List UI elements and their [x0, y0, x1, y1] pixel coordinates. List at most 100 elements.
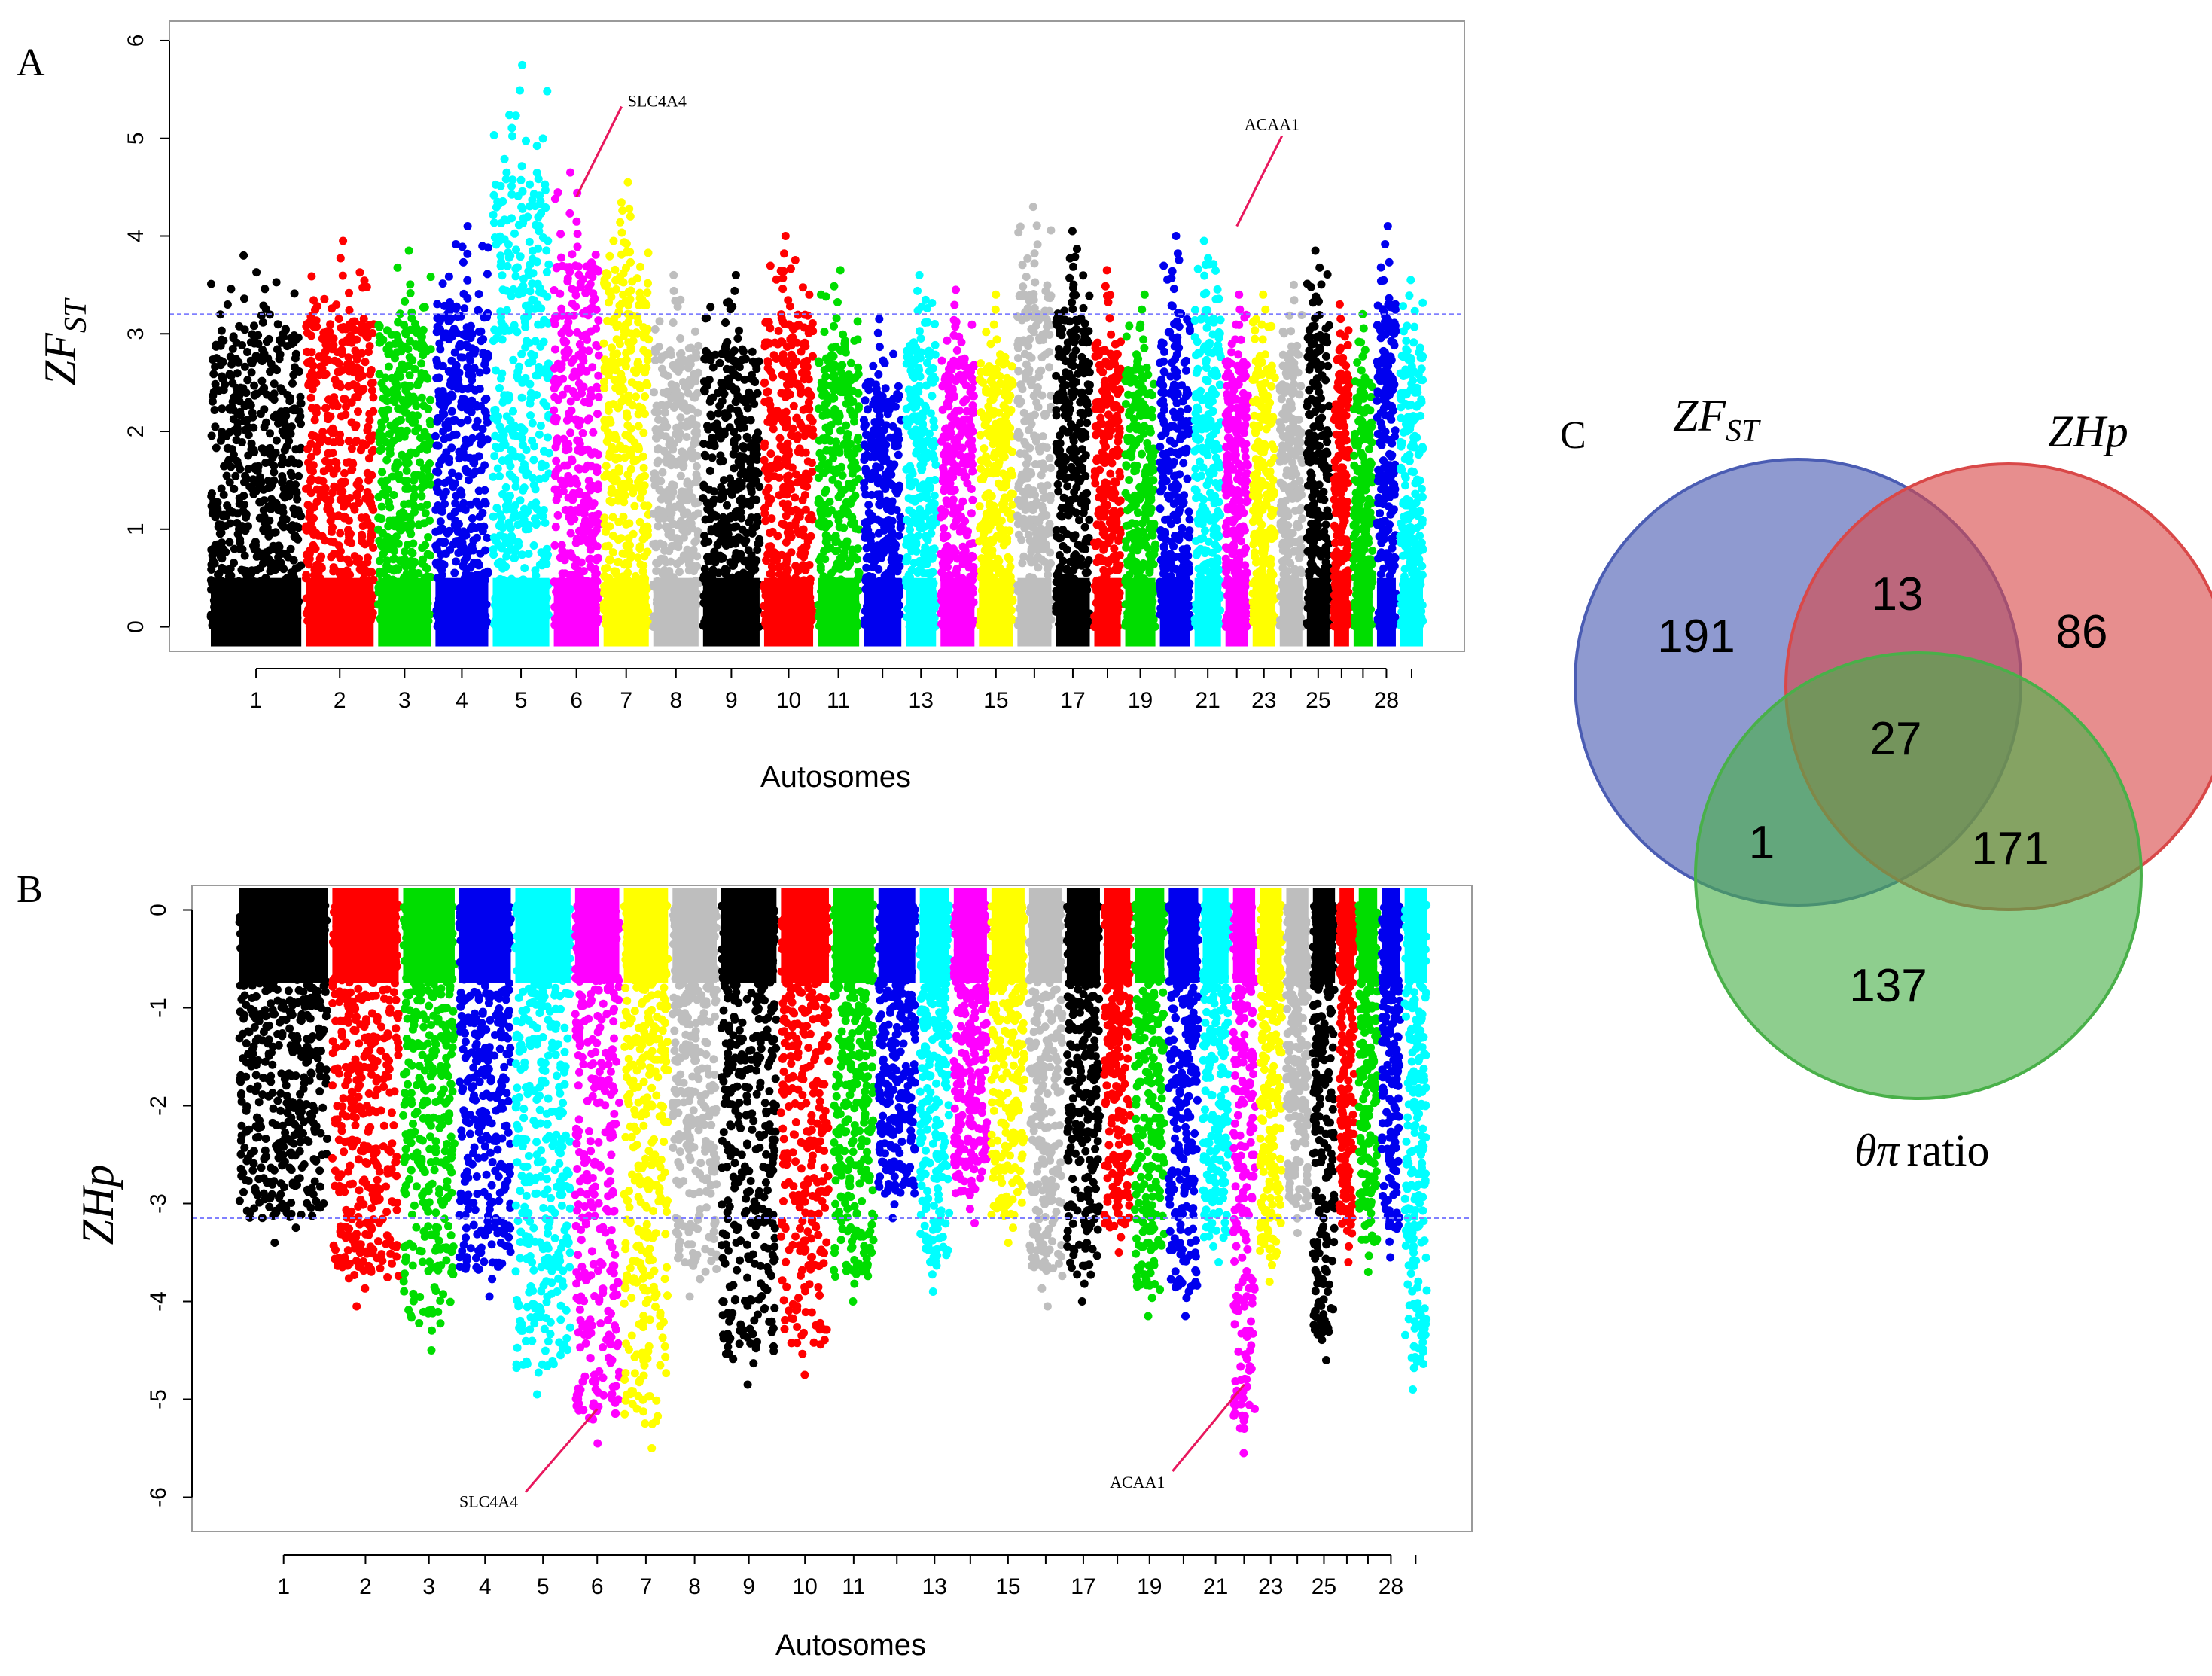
- snp-point: [497, 425, 506, 434]
- snp-point: [578, 331, 587, 340]
- snp-point: [492, 334, 501, 343]
- snp-point: [239, 251, 248, 260]
- snp-point: [355, 554, 364, 563]
- snp-point: [496, 443, 505, 453]
- snp-point: [894, 382, 903, 391]
- snp-point: [248, 475, 257, 484]
- snp-point: [506, 251, 515, 261]
- snp-point: [685, 517, 694, 525]
- snp-point: [340, 494, 349, 503]
- snp-point: [288, 521, 297, 530]
- snp-point: [783, 565, 792, 574]
- snp-point: [406, 382, 415, 391]
- snp-point: [820, 366, 829, 374]
- snp-point: [815, 449, 824, 458]
- snp-point: [761, 517, 770, 526]
- snp-point: [423, 550, 432, 559]
- snp-point: [475, 385, 484, 393]
- snp-point: [746, 482, 755, 491]
- snp-point: [654, 522, 663, 531]
- snp-point: [511, 272, 520, 281]
- snp-point: [439, 492, 448, 501]
- snp-point: [814, 404, 823, 413]
- snp-point: [557, 304, 566, 313]
- snp-point: [626, 212, 635, 221]
- snp-point: [407, 521, 416, 530]
- snp-point: [269, 364, 278, 373]
- snp-point: [792, 379, 801, 389]
- snp-point: [594, 553, 602, 562]
- dense-snp-band: [553, 577, 599, 647]
- snp-point: [244, 423, 253, 431]
- snp-point: [544, 236, 553, 245]
- snp-point: [374, 525, 382, 534]
- snp-point: [414, 520, 423, 529]
- snp-point: [820, 328, 829, 337]
- snp-point: [257, 376, 267, 385]
- snp-point: [664, 497, 673, 505]
- snp-point: [687, 446, 696, 455]
- snp-point: [798, 495, 807, 504]
- snp-point: [254, 340, 263, 348]
- snp-point: [425, 416, 434, 425]
- snp-point: [775, 570, 785, 579]
- snp-point: [636, 494, 645, 502]
- snp-point: [806, 413, 815, 422]
- snp-point: [395, 470, 404, 479]
- snp-point: [519, 274, 528, 283]
- snp-point: [705, 502, 714, 511]
- snp-point: [375, 556, 384, 565]
- snp-point: [528, 357, 537, 366]
- snp-point: [641, 368, 650, 377]
- snp-point: [460, 304, 469, 313]
- snp-point: [850, 417, 858, 426]
- snp-point: [460, 556, 469, 565]
- snp-point: [848, 469, 857, 478]
- snp-point: [755, 538, 764, 547]
- snp-point: [367, 379, 376, 388]
- snp-point: [699, 494, 708, 503]
- snp-point: [451, 240, 460, 248]
- snp-point: [344, 382, 353, 391]
- snp-point: [635, 381, 644, 389]
- snp-point: [218, 374, 227, 383]
- snp-point: [672, 559, 681, 568]
- snp-point: [832, 314, 841, 323]
- snp-point: [575, 507, 583, 517]
- snp-point: [216, 436, 225, 445]
- snp-point: [417, 369, 426, 378]
- snp-point: [640, 552, 649, 561]
- snp-point: [224, 458, 233, 467]
- snp-point: [829, 454, 838, 463]
- snp-point: [358, 349, 367, 358]
- snp-point: [207, 489, 216, 498]
- snp-point: [507, 123, 516, 133]
- snp-point: [207, 279, 215, 288]
- snp-point: [363, 468, 372, 477]
- snp-point: [240, 551, 249, 560]
- snp-point: [259, 506, 268, 515]
- snp-point: [310, 371, 319, 380]
- snp-point: [522, 136, 530, 145]
- snp-point: [708, 453, 717, 462]
- snp-point: [396, 416, 405, 425]
- snp-point: [520, 504, 529, 513]
- snp-point: [519, 516, 529, 525]
- snp-point: [544, 260, 553, 269]
- snp-point: [748, 347, 757, 356]
- snp-point: [743, 556, 752, 565]
- snp-point: [521, 467, 530, 476]
- snp-point: [609, 236, 618, 245]
- snp-point: [740, 375, 749, 384]
- snp-point: [611, 366, 620, 375]
- snp-point: [385, 449, 395, 458]
- snp-point: [448, 468, 457, 477]
- snp-point: [822, 545, 831, 553]
- snp-point: [539, 506, 548, 514]
- snp-point: [209, 392, 218, 401]
- snp-point: [223, 443, 232, 453]
- snp-point: [653, 459, 662, 468]
- snp-point: [894, 450, 903, 459]
- snp-point: [495, 384, 504, 392]
- snp-point: [346, 529, 355, 538]
